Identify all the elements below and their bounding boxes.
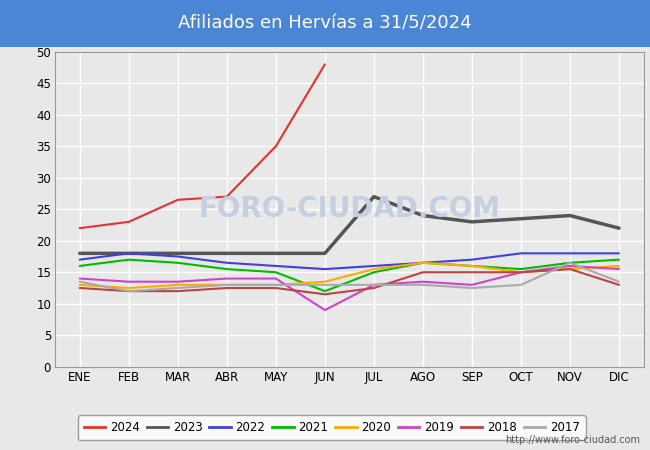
Legend: 2024, 2023, 2022, 2021, 2020, 2019, 2018, 2017: 2024, 2023, 2022, 2021, 2020, 2019, 2018… — [78, 415, 586, 440]
Text: Afiliados en Hervías a 31/5/2024: Afiliados en Hervías a 31/5/2024 — [178, 14, 472, 33]
Text: http://www.foro-ciudad.com: http://www.foro-ciudad.com — [505, 435, 640, 445]
Text: FORO-CIUDAD.COM: FORO-CIUDAD.COM — [198, 195, 500, 223]
